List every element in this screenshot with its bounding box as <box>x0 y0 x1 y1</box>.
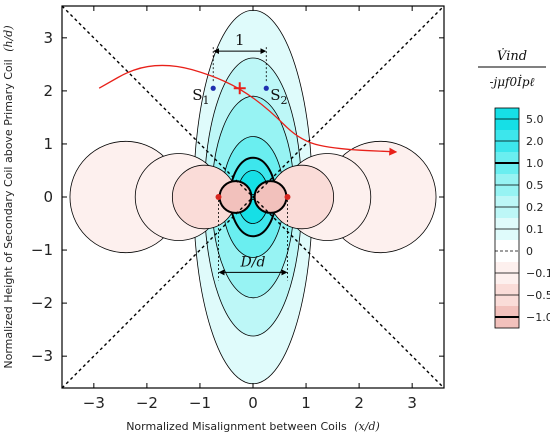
s2-label-sub: 2 <box>281 94 288 107</box>
coil-edge-dot <box>215 194 222 200</box>
side-contour-right-3 <box>253 180 288 214</box>
coil-edge-dot <box>284 194 291 200</box>
diameter-label: D/d <box>240 254 266 270</box>
colorbar-tick-label: 0.5 <box>526 179 544 192</box>
colorbar-tick-label: 0.2 <box>526 201 544 214</box>
colorbar-tick-label: 0 <box>526 245 533 258</box>
secondary-coil-trajectory <box>98 64 398 156</box>
y-tick-label: 3 <box>43 29 53 47</box>
y-tick-label: −3 <box>31 347 53 365</box>
x-tick-label: −3 <box>83 394 105 412</box>
zero-contour-diagonal-1 <box>62 6 444 388</box>
colorbar-title: V̇ind -jμf0İpℓ <box>478 48 546 89</box>
y-tick-label: 0 <box>43 188 53 206</box>
x-axis-title-var: (x/d) <box>354 420 380 433</box>
y-tick-label: −1 <box>31 241 53 259</box>
x-axis-ticks: −3 −2 −1 0 1 2 3 <box>83 6 417 412</box>
colorbar-tick-label: −0.5 <box>526 289 550 302</box>
x-tick-label: 1 <box>301 394 311 412</box>
y-axis-title-text: Normalized Height of Secondary Coil abov… <box>2 59 15 368</box>
colorbar-title-numerator: V̇ind <box>497 48 527 64</box>
y-axis-title-var: (h/d) <box>2 25 15 51</box>
colorbar-tick-label: 5.0 <box>526 113 544 126</box>
annotation-layer: 1D/dS1 S2 <box>98 31 398 281</box>
y-tick-label: 2 <box>43 82 53 100</box>
diagonal-lines <box>62 6 444 388</box>
y-tick-label: 1 <box>43 135 53 153</box>
s1-label-sub: 1 <box>202 94 209 107</box>
x-tick-label: 0 <box>248 394 258 412</box>
y-axis-ticks: −3 −2 −1 0 1 2 3 <box>31 29 444 365</box>
colorbar-tick-label: 1.0 <box>526 157 544 170</box>
side-contour-left-3 <box>218 180 253 214</box>
colorbar-bins: 5.0 2.0 1.0 0.5 0.2 0.1 0 −0.1 −0.5 −1.0 <box>494 107 550 329</box>
x-tick-label: −2 <box>136 394 158 412</box>
s2-point <box>263 85 269 91</box>
colorbar-frame <box>494 107 520 329</box>
x-axis-title: Normalized Misalignment between Coils (x… <box>126 420 380 433</box>
x-tick-label: −1 <box>189 394 211 412</box>
colorbar-tick-label: −1.0 <box>526 311 550 324</box>
x-tick-label: 3 <box>407 394 417 412</box>
y-tick-label: −2 <box>31 294 53 312</box>
spacing-label: 1 <box>235 31 245 49</box>
colorbar-tick-label: 0.1 <box>526 223 544 236</box>
x-tick-label: 2 <box>354 394 364 412</box>
colorbar-tick-label: −0.1 <box>526 267 550 280</box>
x-axis-title-text: Normalized Misalignment between Coils <box>126 420 347 433</box>
y-axis-title: Normalized Height of Secondary Coil abov… <box>2 25 15 368</box>
colorbar-title-denominator: -jμf0İpℓ <box>489 74 534 89</box>
s1-point <box>210 85 216 91</box>
colorbar-tick-label: 2.0 <box>526 135 544 148</box>
colorbar: V̇ind -jμf0İpℓ 5.0 2.0 1.0 0.5 0.2 0.1 0 −0.1 −… <box>478 48 550 329</box>
